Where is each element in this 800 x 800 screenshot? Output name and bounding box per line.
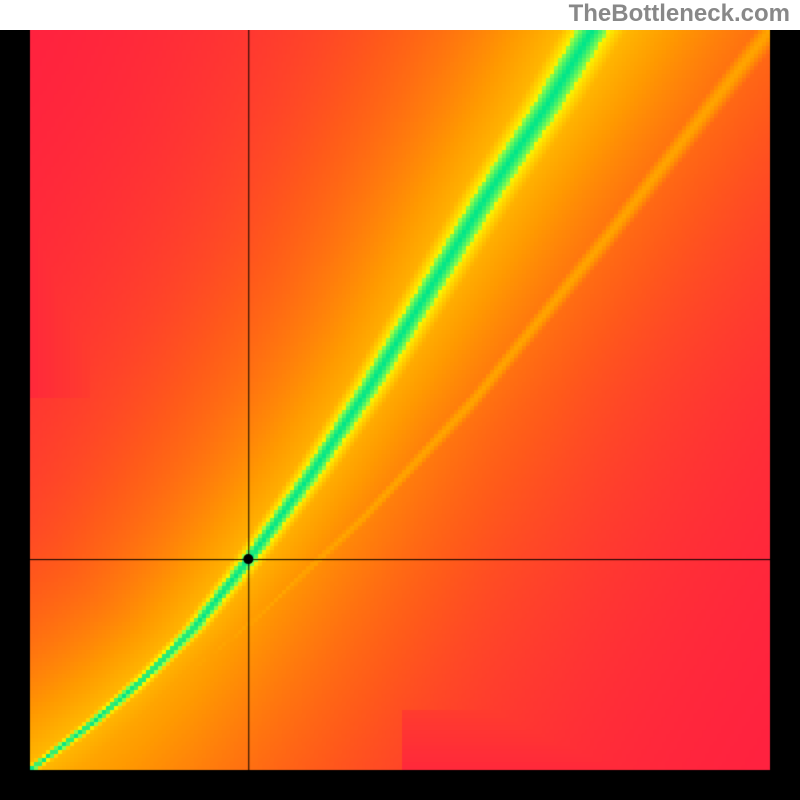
bottleneck-heatmap bbox=[0, 30, 800, 800]
watermark-text: TheBottleneck.com bbox=[569, 0, 790, 28]
